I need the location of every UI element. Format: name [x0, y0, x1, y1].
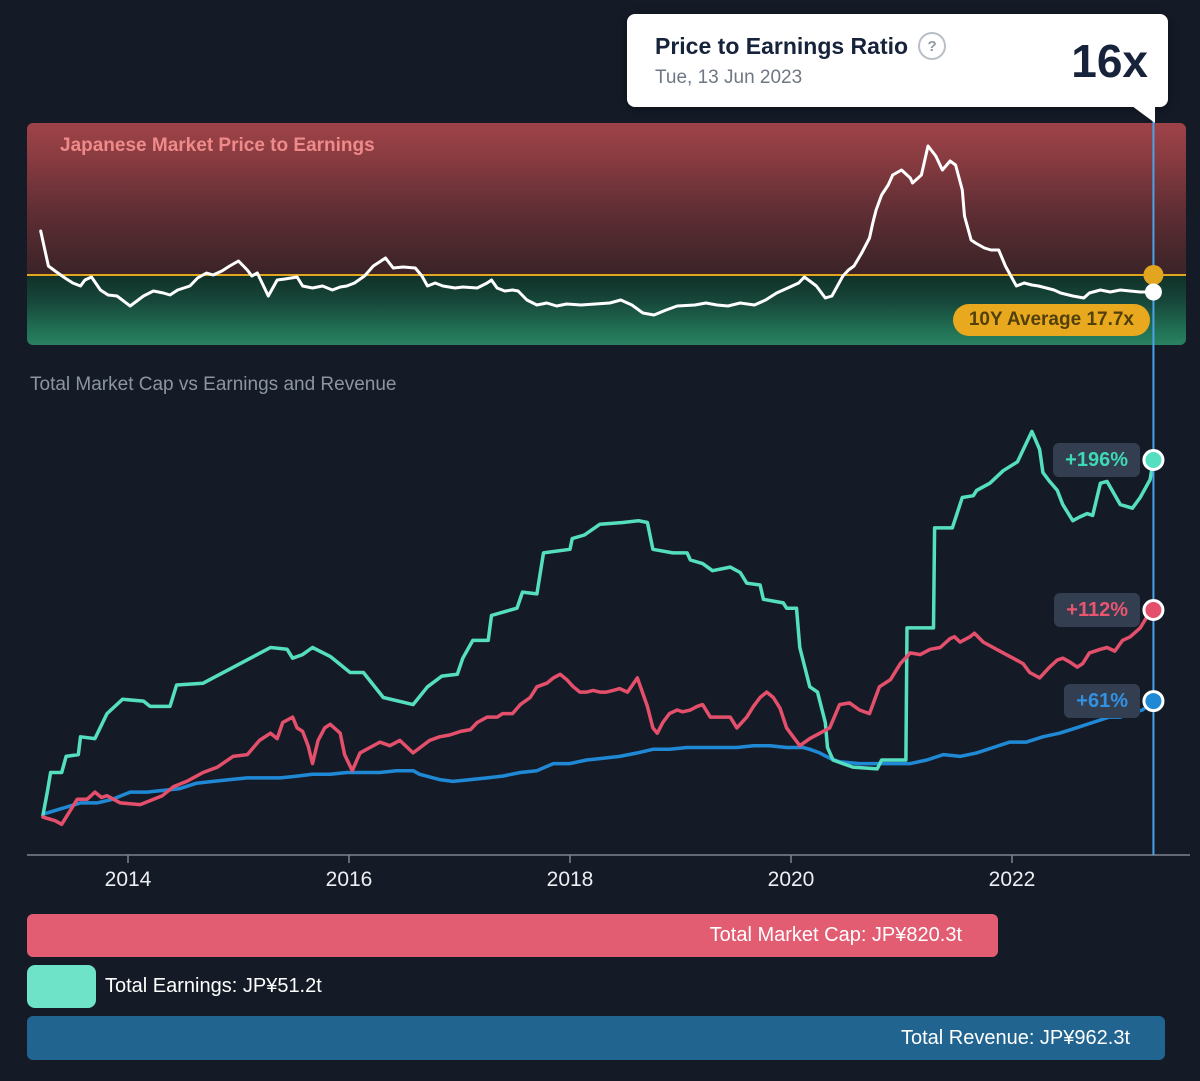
- tooltip-date: Tue, 13 Jun 2023: [655, 67, 803, 88]
- help-icon[interactable]: ?: [918, 32, 947, 60]
- hover-tooltip: Price to Earnings Ratio ? Tue, 13 Jun 20…: [627, 14, 1168, 107]
- tooltip-pointer: [1132, 106, 1155, 123]
- legend-label-revenue: Total Revenue: JP¥962.3t: [900, 1026, 1130, 1049]
- legend-bar-market-cap[interactable]: Total Market Cap: JP¥820.3t: [27, 914, 998, 957]
- revenue-line: [43, 699, 1156, 816]
- market-cap-dot: [1142, 599, 1165, 622]
- earnings-line: [41, 429, 1156, 818]
- chart-hover-area[interactable]: [27, 123, 1190, 855]
- x-tick-2020: 2020: [767, 868, 815, 891]
- earnings-dot: [1142, 449, 1165, 472]
- x-tick-2018: 2018: [546, 868, 594, 891]
- pe-average-dot: [1143, 265, 1164, 285]
- market-cap-change-chip: +112%: [1054, 593, 1140, 627]
- main-chart-title: Total Market Cap vs Earnings and Revenue: [30, 374, 397, 395]
- tooltip-title: Price to Earnings Ratio: [655, 32, 909, 59]
- legend-label-market-cap: Total Market Cap: JP¥820.3t: [709, 924, 962, 946]
- pe-average-badge: 10Y Average 17.7x: [952, 304, 1150, 336]
- pe-chart-title: Japanese Market Price to Earnings: [60, 135, 375, 156]
- legend-bar-revenue[interactable]: Total Revenue: JP¥962.3t: [27, 1016, 1165, 1060]
- revenue-change-chip: +61%: [1064, 684, 1140, 718]
- pe-current-dot: [1144, 283, 1162, 301]
- market-cap-line: [41, 608, 1156, 827]
- x-tick-2016: 2016: [325, 868, 373, 891]
- earnings-change-chip: +196%: [1053, 443, 1140, 477]
- pe-line: [39, 144, 1155, 317]
- tooltip-value: 16x: [1071, 34, 1148, 87]
- revenue-dot: [1142, 690, 1165, 713]
- x-tick-2014: 2014: [104, 868, 152, 891]
- legend-label-earnings: Total Earnings: JP¥51.2t: [105, 975, 322, 997]
- x-tick-2022: 2022: [988, 868, 1036, 891]
- legend-bar-earnings[interactable]: [27, 965, 96, 1008]
